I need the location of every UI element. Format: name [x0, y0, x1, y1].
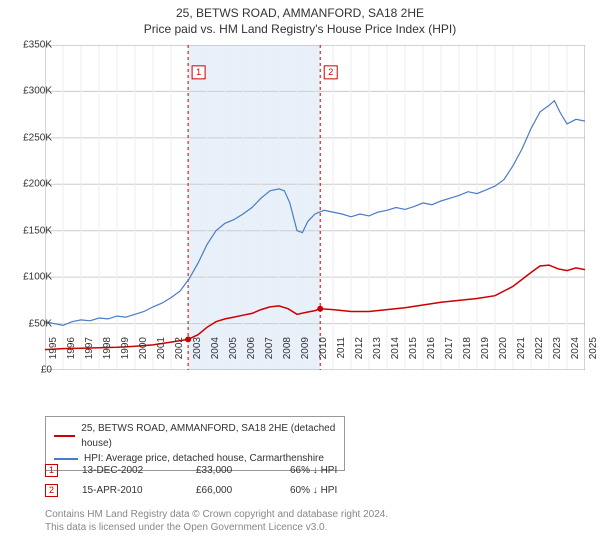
y-tick-label: £200K	[12, 179, 52, 190]
x-tick-label: 2020	[498, 337, 509, 377]
x-tick-label: 1999	[120, 337, 131, 377]
sale-date: 13-DEC-2002	[82, 465, 172, 476]
x-tick-label: 2023	[552, 337, 563, 377]
y-tick-label: £300K	[12, 86, 52, 97]
y-tick-label: £100K	[12, 272, 52, 283]
x-tick-label: 2011	[336, 337, 347, 377]
x-tick-label: 2024	[570, 337, 581, 377]
legend-label: 25, BETWS ROAD, AMMANFORD, SA18 2HE (det…	[81, 421, 336, 451]
x-tick-label: 2005	[228, 337, 239, 377]
y-tick-label: £0	[12, 365, 52, 376]
y-tick-label: £150K	[12, 225, 52, 236]
sale-vs-hpi: 60% ↓ HPI	[290, 485, 370, 496]
legend-item: 25, BETWS ROAD, AMMANFORD, SA18 2HE (det…	[54, 421, 336, 451]
x-tick-label: 2004	[210, 337, 221, 377]
x-tick-label: 2012	[354, 337, 365, 377]
legend-swatch	[54, 435, 75, 437]
svg-text:2: 2	[328, 67, 333, 77]
title-address: 25, BETWS ROAD, AMMANFORD, SA18 2HE	[0, 6, 600, 20]
sale-price: £33,000	[196, 465, 266, 476]
x-tick-label: 1995	[48, 337, 59, 377]
x-tick-label: 2008	[282, 337, 293, 377]
x-tick-label: 2013	[372, 337, 383, 377]
x-tick-label: 1997	[84, 337, 95, 377]
license-line: This data is licensed under the Open Gov…	[45, 521, 388, 534]
x-tick-label: 2007	[264, 337, 275, 377]
sales-list: 1 13-DEC-2002 £33,000 66% ↓ HPI 2 15-APR…	[45, 460, 370, 500]
x-tick-label: 2009	[300, 337, 311, 377]
x-tick-label: 2016	[426, 337, 437, 377]
x-tick-label: 1996	[66, 337, 77, 377]
x-tick-label: 2010	[318, 337, 329, 377]
sale-price: £66,000	[196, 485, 266, 496]
x-tick-label: 2019	[480, 337, 491, 377]
sale-row: 1 13-DEC-2002 £33,000 66% ↓ HPI	[45, 460, 370, 480]
license-line: Contains HM Land Registry data © Crown c…	[45, 508, 388, 521]
x-tick-label: 2021	[516, 337, 527, 377]
line-chart: 12	[45, 45, 585, 370]
x-tick-label: 2017	[444, 337, 455, 377]
x-tick-label: 2018	[462, 337, 473, 377]
x-tick-label: 2001	[156, 337, 167, 377]
x-tick-label: 2022	[534, 337, 545, 377]
sale-row: 2 15-APR-2010 £66,000 60% ↓ HPI	[45, 480, 370, 500]
license-text: Contains HM Land Registry data © Crown c…	[45, 508, 388, 534]
x-tick-label: 2015	[408, 337, 419, 377]
x-tick-label: 2006	[246, 337, 257, 377]
x-tick-label: 2003	[192, 337, 203, 377]
title-subtitle: Price paid vs. HM Land Registry's House …	[0, 22, 600, 36]
x-tick-label: 2025	[588, 337, 599, 377]
x-tick-label: 2002	[174, 337, 185, 377]
sale-vs-hpi: 66% ↓ HPI	[290, 465, 370, 476]
x-tick-label: 2000	[138, 337, 149, 377]
sale-marker-icon: 1	[45, 464, 58, 477]
svg-text:1: 1	[196, 67, 201, 77]
chart-area: 12	[45, 45, 585, 370]
y-tick-label: £350K	[12, 40, 52, 51]
x-tick-label: 1998	[102, 337, 113, 377]
sale-marker-icon: 2	[45, 484, 58, 497]
x-tick-label: 2014	[390, 337, 401, 377]
sale-date: 15-APR-2010	[82, 485, 172, 496]
chart-title: 25, BETWS ROAD, AMMANFORD, SA18 2HE Pric…	[0, 0, 600, 38]
y-tick-label: £50K	[12, 318, 52, 329]
y-tick-label: £250K	[12, 132, 52, 143]
